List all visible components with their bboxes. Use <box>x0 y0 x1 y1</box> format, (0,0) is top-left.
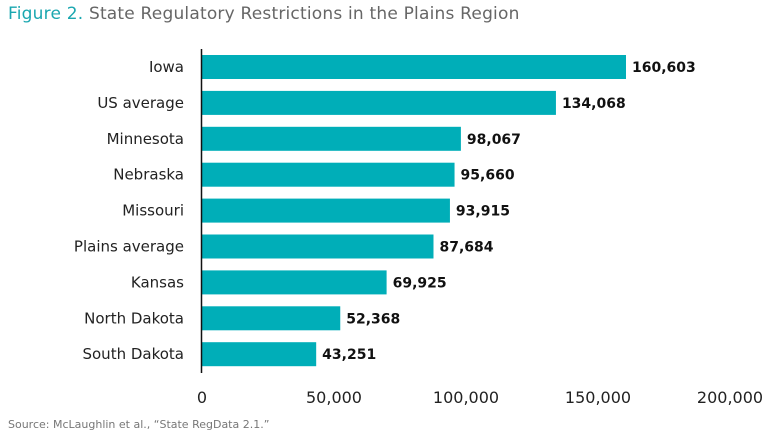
figure-number: Figure 2. <box>8 4 84 24</box>
bar <box>202 126 461 151</box>
category-label: US average <box>97 94 184 112</box>
bar <box>202 342 317 367</box>
bar <box>202 198 450 223</box>
data-label: 52,368 <box>346 311 400 327</box>
x-tick-label: 0 <box>197 388 207 407</box>
data-label: 87,684 <box>439 240 493 256</box>
chart-title: Figure 2. State Regulatory Restrictions … <box>8 4 520 24</box>
category-label: Minnesota <box>107 130 184 148</box>
bar <box>202 55 626 79</box>
x-tick-label: 200,000 <box>697 388 763 407</box>
x-tick-label: 100,000 <box>433 388 499 407</box>
bar <box>202 90 556 115</box>
bar <box>202 306 341 331</box>
title-text: State Regulatory Restrictions in the Pla… <box>88 4 520 24</box>
data-label: 43,251 <box>322 347 376 363</box>
data-label: 69,925 <box>393 275 447 291</box>
x-tick-label: 50,000 <box>306 388 362 407</box>
data-label: 134,068 <box>562 96 626 112</box>
data-label: 93,915 <box>456 204 510 220</box>
data-label: 98,067 <box>467 132 521 148</box>
source-note: Source: McLaughlin et al., “State RegDat… <box>8 418 270 431</box>
x-tick-label: 150,000 <box>565 388 631 407</box>
category-label: North Dakota <box>84 309 184 327</box>
category-label: South Dakota <box>82 345 184 363</box>
category-label: Missouri <box>122 202 184 220</box>
bar <box>202 162 455 187</box>
category-label: Plains average <box>74 238 184 256</box>
bar <box>202 270 387 295</box>
category-label: Iowa <box>149 58 184 76</box>
data-label: 160,603 <box>632 60 696 76</box>
category-label: Nebraska <box>113 166 184 184</box>
bar <box>202 234 434 259</box>
data-label: 95,660 <box>461 168 515 184</box>
category-label: Kansas <box>131 273 184 291</box>
